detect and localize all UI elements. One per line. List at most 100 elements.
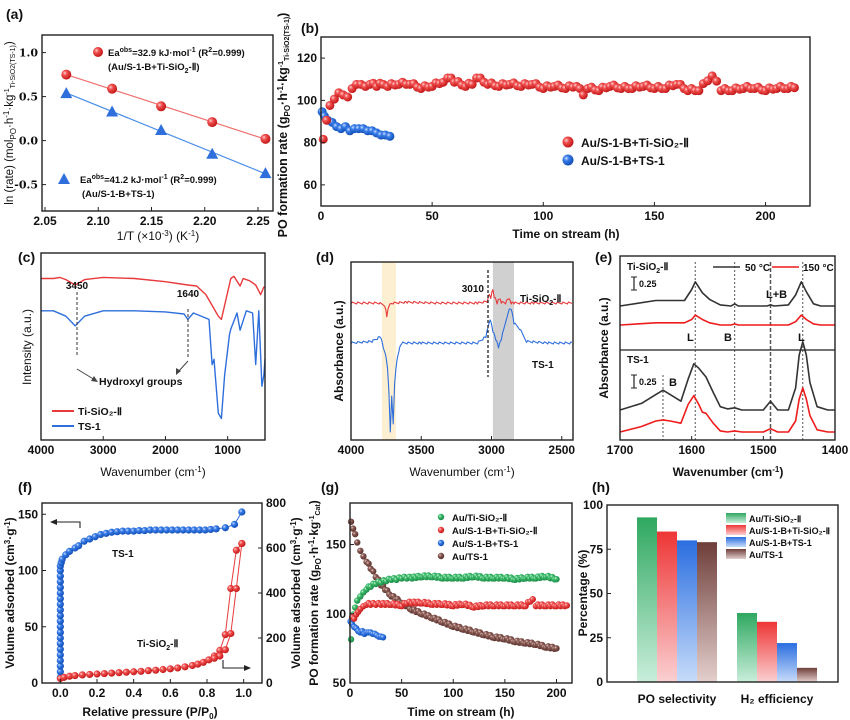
x-tick-label-f: 0.2	[89, 686, 106, 700]
y-tick-label-a: 0.0	[19, 135, 38, 148]
legend-label-g: Au/Ti-SiO₂-Ⅱ	[452, 513, 507, 524]
data-point-red	[712, 76, 722, 86]
data-point-ads	[86, 670, 94, 679]
legend-marker-b-red	[562, 136, 574, 148]
legend-label-h: Au/Ti-SiO₂-Ⅱ	[749, 514, 801, 524]
y-tick-label-f-right: 400	[266, 586, 286, 600]
data-point-ts1	[168, 526, 176, 534]
data-point-red	[529, 596, 536, 603]
data-point-ts1	[56, 640, 64, 648]
data-point-ts1	[201, 526, 209, 534]
x-tick-label-f: 1.0	[235, 686, 252, 700]
arrow-head-3450	[91, 376, 98, 382]
spectrum-ts1	[41, 310, 266, 420]
data-point-ads	[137, 667, 145, 675]
data-point-ts1	[56, 651, 64, 659]
data-point-red	[789, 83, 799, 93]
data-point-blue	[155, 124, 168, 136]
data-point-green	[347, 636, 355, 643]
x-tick-label-e: 1700	[607, 443, 634, 457]
data-point-ads	[115, 669, 123, 677]
y-tick-label-a: 1.0	[19, 47, 38, 60]
data-point-ts1	[56, 656, 64, 665]
x-tick-label-g: 100	[443, 686, 463, 700]
data-point-red	[343, 92, 353, 102]
y-tick-label-h: 100	[583, 498, 603, 512]
y-axis-label-d: Absorbance (a.u.)	[332, 300, 346, 401]
bar-red	[757, 621, 777, 682]
legend-h: Au/Ti-SiO₂-Ⅱ Au/S-1-B+Ti-SiO₂-Ⅱ Au/S-1-B+T…	[726, 513, 830, 560]
data-point-brown	[370, 568, 377, 575]
x-tick-label-d: 2500	[548, 443, 575, 457]
annotation-3450: 3450	[66, 281, 89, 292]
series-label-d-ts1: TS-1	[532, 360, 554, 371]
data-point-blue	[385, 131, 395, 141]
plot-frame-d	[350, 261, 574, 441]
data-point-blue	[60, 87, 73, 99]
data-point-ads	[199, 658, 207, 666]
data-point-ts1	[56, 628, 64, 636]
highlight-band-ch	[492, 262, 514, 440]
data-point-ts1	[174, 526, 182, 534]
panel-label-b: (b)	[301, 20, 319, 36]
bar-green	[637, 517, 657, 682]
panel-c: (c) 4000 3000 2000 1000 3450 1640 Hydroxyl …	[18, 249, 266, 479]
data-point-des	[227, 629, 235, 638]
spectrum-0	[619, 281, 835, 307]
x-tick-label-e: 1500	[750, 443, 777, 457]
data-point-ts1	[56, 595, 64, 603]
data-point-des	[238, 539, 246, 548]
data-point-ts1	[196, 526, 204, 534]
x-axis-label-g: Time on stream (h)	[407, 705, 514, 719]
data-point-ads	[78, 671, 86, 679]
data-point-ads	[108, 669, 116, 677]
data-point-brown	[360, 553, 367, 560]
y-tick-label-f-left: 100	[18, 564, 38, 578]
data-point-ts1	[221, 524, 229, 532]
legend-marker-g	[437, 552, 445, 560]
y-axis-label-h: Percentage (%)	[576, 550, 590, 637]
x-axis-label-f: Relative pressure (P/P0)	[82, 705, 217, 720]
y-axis-label-b: PO formation rate (gPO·h-1·kg-1Ti-SiO2(T…	[276, 13, 292, 238]
legend-marker-b-blue	[562, 154, 574, 166]
panel-a: (a) 2.05 2.10 2.15 2.20 2.25 1.0 0.5 0.0 -0.5 1/…	[2, 6, 274, 243]
data-point-ts1	[190, 526, 198, 534]
panel-b: (b) 0 50 100 150 200 60 80 100 120 Time on strea…	[276, 13, 811, 241]
data-point-ts1	[56, 611, 64, 620]
x-tick-label-b: 100	[533, 209, 553, 223]
legend-label-h: Au/S-1-B+TS-1	[749, 538, 812, 548]
annotation-3010: 3010	[462, 284, 485, 295]
arrow-1640	[177, 360, 189, 373]
y-tick-label-f-right: 800	[266, 496, 286, 510]
legend-g: Au/Ti-SiO₂-Ⅱ Au/S-1-B+Ti-SiO₂-Ⅱ Au/S-1-B+T…	[437, 513, 538, 563]
svg-text:0.25: 0.25	[639, 377, 657, 387]
y-tick-label-b: 120	[297, 51, 317, 65]
legend-label-g: Au/TS-1	[452, 552, 489, 563]
y-tick-label-a: 0.5	[19, 91, 38, 104]
data-point-ts1	[75, 542, 83, 550]
data-point-ts1	[212, 525, 220, 533]
x-axis-label-c: Wavenumber (cm-1)	[100, 465, 205, 479]
data-point-brown	[349, 525, 357, 532]
data-point-ts1	[91, 533, 99, 541]
annotation-sample-red: (Au/S-1-B+Ti-SiO2-Ⅱ)	[108, 62, 200, 75]
x-tick-label-a: 2.15	[140, 214, 164, 228]
data-point-red	[578, 90, 588, 100]
data-point-ts1	[56, 668, 64, 676]
annotation-ea-red: Eaobs=32.9 kJ·mol-1 (R2=0.999)	[108, 47, 245, 59]
data-point-red	[325, 100, 335, 110]
legend-label-g: Au/S-1-B+Ti-SiO₂-Ⅱ	[452, 526, 538, 537]
band-label-l-2: L	[798, 332, 805, 344]
y-tick-label-g: 100	[326, 607, 346, 621]
y-tick-label-b: 60	[304, 178, 318, 192]
data-point-ads	[122, 668, 130, 676]
data-point-ts1	[135, 526, 143, 535]
spectrum-tisio2	[350, 289, 573, 318]
data-point-red	[156, 101, 167, 112]
panel-d: (d) 4000 3500 3000 2500 3010 Ti-SiO2-Ⅱ TS-1…	[316, 249, 575, 479]
plot-frame-g	[349, 502, 573, 684]
data-point-des	[210, 654, 218, 662]
x-tick-label-f: 0.6	[162, 686, 179, 700]
